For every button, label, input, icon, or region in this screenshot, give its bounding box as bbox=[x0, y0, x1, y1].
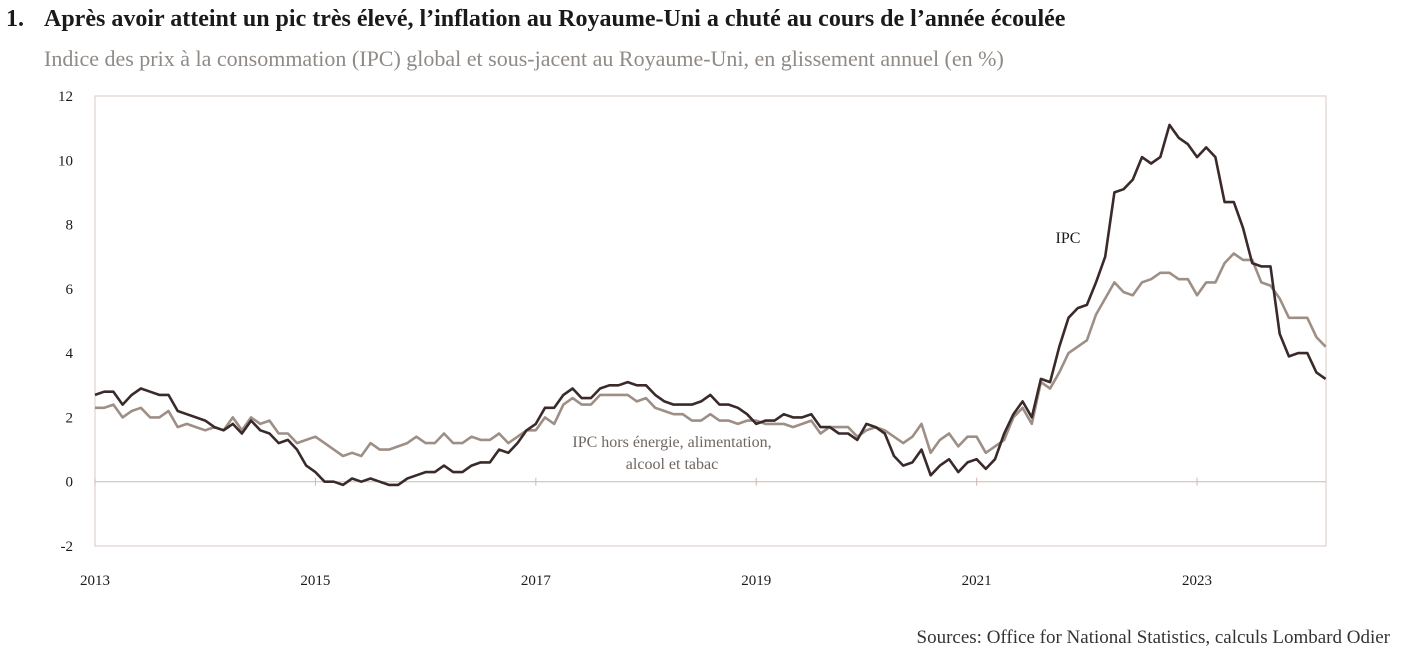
chart-number: 1. bbox=[6, 6, 24, 32]
y-tick-label: 4 bbox=[66, 346, 74, 362]
chart-title: 1. Après avoir atteint un pic très élevé,… bbox=[6, 6, 1065, 33]
x-tick-label: 2019 bbox=[741, 573, 771, 589]
x-tick-label: 2023 bbox=[1182, 573, 1212, 589]
source-note: Sources: Office for National Statistics,… bbox=[916, 627, 1390, 648]
y-tick-label: 2 bbox=[66, 410, 74, 426]
core-series-label-line2: alcool et tabac bbox=[626, 456, 718, 473]
chart-title-text: Après avoir atteint un pic très élevé, l… bbox=[44, 6, 1066, 32]
x-tick-label: 2015 bbox=[300, 573, 330, 589]
x-tick-label: 2017 bbox=[521, 573, 552, 589]
plot-frame bbox=[94, 95, 1327, 547]
chart-subtitle: Indice des prix à la consommation (IPC) … bbox=[44, 46, 1004, 71]
y-tick-label: 10 bbox=[58, 153, 73, 169]
ipc-series-label: IPC bbox=[1056, 230, 1081, 247]
core-series-label-line1: IPC hors énergie, alimentation, bbox=[572, 434, 771, 451]
y-tick-label: -2 bbox=[61, 539, 74, 555]
x-tick-label: 2013 bbox=[80, 573, 110, 589]
x-tick-label: 2021 bbox=[962, 573, 992, 589]
series-ipc-line bbox=[94, 123, 1327, 487]
y-tick-label: 8 bbox=[66, 218, 74, 234]
y-tick-label: 0 bbox=[66, 475, 74, 491]
y-tick-label: 6 bbox=[66, 282, 74, 298]
y-tick-label: 12 bbox=[58, 89, 73, 105]
series-core-line bbox=[95, 252, 1327, 458]
